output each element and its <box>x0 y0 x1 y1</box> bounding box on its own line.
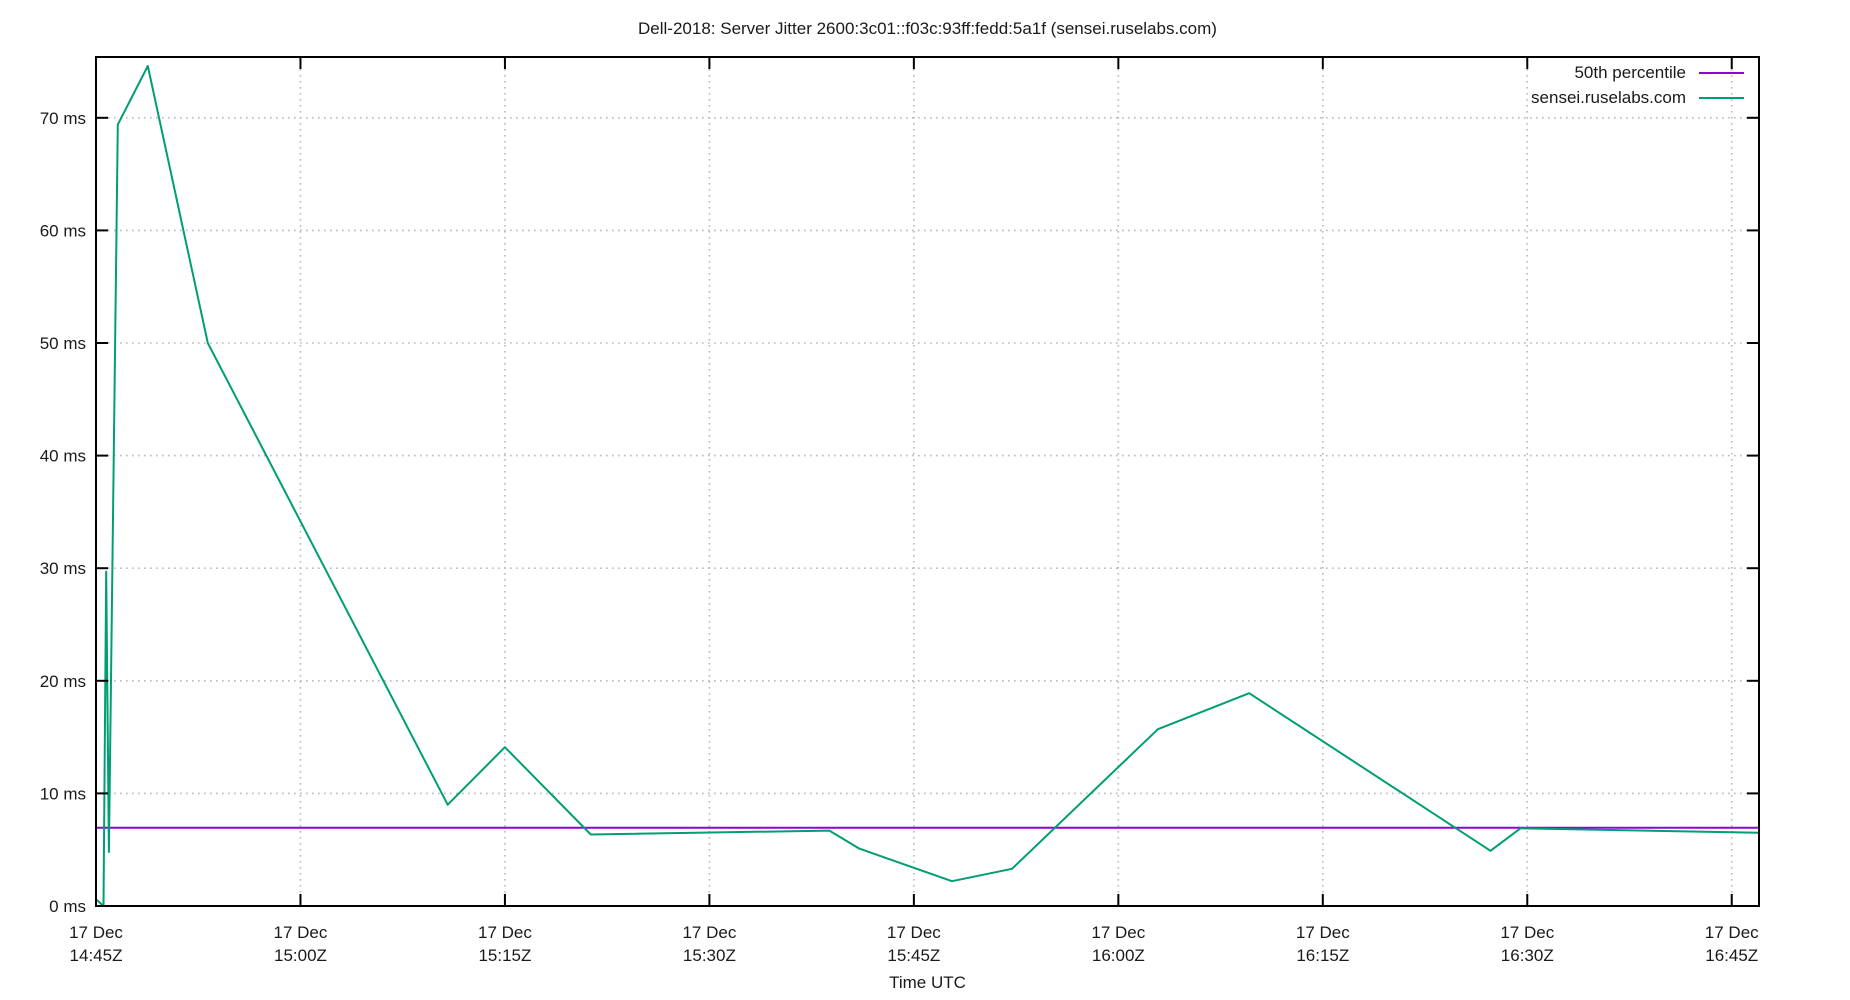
x-tick-label-date: 17 Dec <box>69 923 123 942</box>
legend-label-sensei: sensei.ruselabs.com <box>1531 88 1686 107</box>
y-tick-label: 30 ms <box>40 559 86 578</box>
x-axis-title: Time UTC <box>889 973 966 992</box>
x-tick-label-time: 15:45Z <box>887 946 940 965</box>
chart-title: Dell-2018: Server Jitter 2600:3c01::f03c… <box>638 19 1217 38</box>
x-tick-label-time: 15:15Z <box>478 946 531 965</box>
legend-label-50th-percentile: 50th percentile <box>1574 63 1686 82</box>
y-tick-label: 0 ms <box>49 897 86 916</box>
legend-line-sample-50th-percentile <box>1699 72 1744 74</box>
y-tick-label: 10 ms <box>40 784 86 803</box>
legend-line-sample-sensei <box>1699 97 1744 99</box>
series-line-sensei-ruselabs-com <box>95 65 1760 907</box>
x-tick-label-date: 17 Dec <box>1705 923 1759 942</box>
x-tick-label-time: 16:00Z <box>1092 946 1145 965</box>
x-tick-label-time: 16:45Z <box>1705 946 1758 965</box>
x-tick-label-date: 17 Dec <box>1296 923 1350 942</box>
x-tick-label-date: 17 Dec <box>887 923 941 942</box>
legend-item-sensei: sensei.ruselabs.com <box>1531 87 1744 109</box>
x-tick-label-time: 15:00Z <box>274 946 327 965</box>
x-tick-label-time: 15:30Z <box>683 946 736 965</box>
x-tick-label-date: 17 Dec <box>682 923 736 942</box>
plot-border <box>95 56 1760 907</box>
x-tick-label-date: 17 Dec <box>1500 923 1554 942</box>
x-tick-label-date: 17 Dec <box>478 923 532 942</box>
x-tick-label-date: 17 Dec <box>1091 923 1145 942</box>
x-tick-label-time: 16:15Z <box>1296 946 1349 965</box>
x-tick-label-time: 16:30Z <box>1501 946 1554 965</box>
x-tick-label-date: 17 Dec <box>274 923 328 942</box>
y-tick-label: 20 ms <box>40 672 86 691</box>
x-tick-label-time: 14:45Z <box>70 946 123 965</box>
y-tick-label: 60 ms <box>40 221 86 240</box>
legend-item-50th-percentile: 50th percentile <box>1574 62 1744 84</box>
legend: 50th percentile sensei.ruselabs.com <box>1531 62 1744 109</box>
y-tick-label: 50 ms <box>40 334 86 353</box>
y-tick-label: 70 ms <box>40 109 86 128</box>
y-tick-label: 40 ms <box>40 447 86 466</box>
